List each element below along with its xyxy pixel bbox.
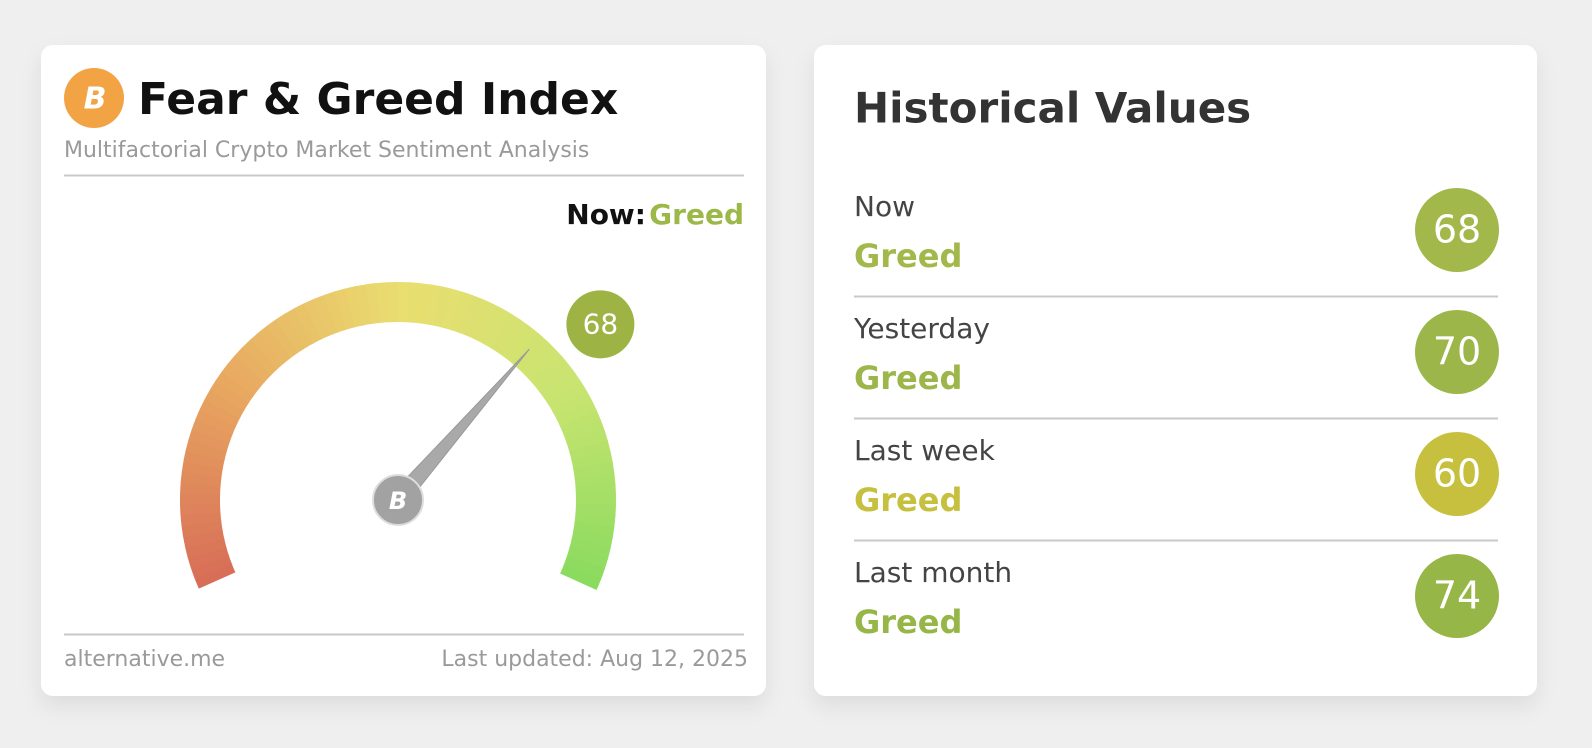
arc-segment [204,542,207,553]
arc-segment [569,401,574,411]
arc-segment [475,317,485,322]
footer-source: alternative.me [64,647,225,672]
row-value: 74 [1433,574,1481,618]
arc-segment [466,314,476,318]
arc-segment [201,522,203,533]
arc-segment [200,483,201,494]
now-label: Now: [566,198,646,231]
arc-segment [321,313,331,317]
bitcoin-logo: B [64,68,124,128]
arc-segment [232,383,238,392]
arc-segment [564,392,570,402]
arc-segment [210,561,214,572]
footer-updated: Last updated: Aug 12, 2025 [441,647,748,672]
value-badge-text: 68 [583,307,619,340]
arc-segment [369,303,380,304]
arc-segment [558,384,564,393]
arc-segment [591,534,593,545]
row-value: 60 [1433,452,1481,496]
arc-segment [203,532,205,543]
arc-segment [591,455,593,466]
arc-segment [202,464,204,475]
arc-segment [378,302,389,303]
arc-segment [208,435,211,446]
row-value: 68 [1433,208,1481,252]
arc-segment [218,408,223,418]
arc-segment [340,308,351,311]
arc-segment [582,562,586,573]
gauge-subtitle: Multifactorial Crypto Market Sentiment A… [64,138,589,163]
arc-segment [588,543,591,554]
row-value: 70 [1433,330,1481,374]
arc-segment [492,326,502,332]
hub-logo: B [389,487,407,515]
arc-segment [287,330,296,336]
arc-segment [582,427,586,438]
arc-segment [427,304,438,306]
arc-segment [594,514,595,525]
arc-segment [207,551,210,562]
arc-segment [271,341,280,348]
arc-segment [546,369,553,378]
arc-segment [594,475,595,486]
arc-segment [279,335,288,342]
arc-segment [213,570,217,580]
arc-segment [437,306,448,309]
arc-segment [586,553,589,564]
arc-segment [200,513,201,524]
arc-segment [312,317,322,322]
arc-segment [222,399,227,409]
gauge-title: Fear & Greed Index [138,74,618,125]
now-status: Greed [649,198,744,231]
row-status: Greed [854,359,962,397]
svg-text:B: B [84,82,107,117]
arc-segment [553,376,560,385]
arc-segment [304,321,314,326]
arc-segment [238,375,245,384]
arc-segment [585,436,588,447]
arc-segment [418,303,429,304]
history-title: Historical Values [854,84,1251,133]
row-label: Now [854,190,915,223]
arc-segment [227,391,233,401]
arc-segment [595,504,596,515]
arc-segment [517,342,526,349]
row-status: Greed [854,481,962,519]
arc-segment [205,444,208,455]
arc-segment [595,484,596,495]
arc-segment [484,322,494,327]
arc-segment [456,311,467,315]
arc-segment [539,361,547,369]
arc-segment [578,418,582,428]
arc-segment [588,446,591,457]
arc-segment [330,310,341,314]
arc-segment [203,454,205,465]
row-status: Greed [854,237,962,275]
arc-segment [578,571,582,581]
arc-segment [408,302,419,303]
arc-segment [447,308,458,311]
arc-segment [593,524,595,535]
arc-segment [211,426,215,437]
arc-segment [201,473,202,484]
arc-segment [295,325,305,331]
row-label: Yesterday [853,312,990,345]
arc-segment [501,331,510,337]
arc-segment [349,306,360,308]
arc-segment [359,304,370,306]
arc-segment [509,336,518,343]
arc-segment [250,360,258,368]
row-label: Last week [854,434,996,467]
arc-segment [593,465,595,476]
row-label: Last month [854,556,1012,589]
arc-segment [243,368,250,377]
arc-segment [264,347,272,354]
arc-segment [214,417,218,427]
arc-segment [574,409,579,419]
row-status: Greed [854,603,962,641]
arc-segment [532,355,540,363]
arc-segment [257,354,265,362]
